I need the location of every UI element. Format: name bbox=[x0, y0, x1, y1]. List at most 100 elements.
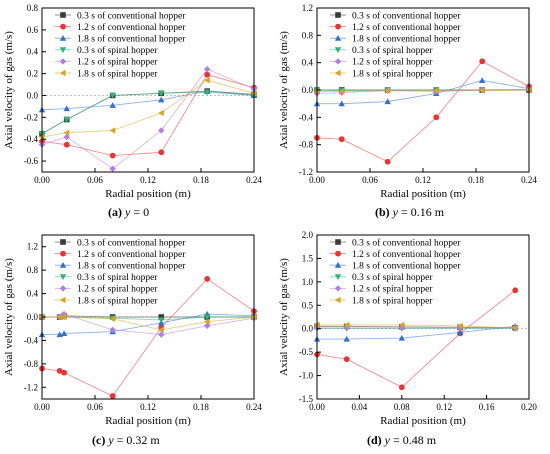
y-tick-label: -1.5 bbox=[299, 394, 314, 404]
y-tick-label: -0.5 bbox=[299, 347, 314, 357]
data-point bbox=[56, 367, 63, 374]
legend-item: 1.2 s of conventional hopper bbox=[330, 22, 461, 33]
x-axis-label: Radial position (m) bbox=[380, 188, 466, 200]
legend-item: 1.2 s of conventional hopper bbox=[330, 249, 461, 260]
data-point bbox=[398, 384, 405, 391]
x-tick-label: 0.20 bbox=[521, 402, 537, 412]
y-tick-label: 0.8 bbox=[27, 3, 39, 13]
y-tick-label: 0.4 bbox=[27, 47, 39, 57]
legend-marker bbox=[59, 58, 67, 65]
data-point bbox=[56, 313, 63, 321]
y-tick-label: 1.0 bbox=[302, 277, 314, 287]
series-conv_12 bbox=[314, 58, 532, 165]
data-point bbox=[478, 87, 485, 94]
legend-label: 1.8 s of spiral hopper bbox=[352, 68, 433, 79]
legend-item: 0.3 s of spiral hopper bbox=[55, 45, 158, 56]
legend-marker bbox=[335, 250, 341, 257]
legend-label: 1.8 s of spiral hopper bbox=[352, 295, 433, 306]
x-tick-label: 0.12 bbox=[140, 402, 156, 412]
x-axis-label: Radial position (m) bbox=[105, 415, 191, 427]
legend-marker bbox=[334, 35, 342, 41]
x-tick-label: 0.06 bbox=[87, 175, 103, 185]
y-tick-label: 1.5 bbox=[302, 253, 314, 263]
caption-variable: y bbox=[108, 433, 114, 447]
legend-label: 1.2 s of spiral hopper bbox=[77, 57, 158, 68]
data-point bbox=[63, 116, 70, 123]
data-point bbox=[343, 324, 350, 331]
data-point bbox=[158, 127, 165, 134]
legend-item: 1.2 s of spiral hopper bbox=[55, 284, 158, 295]
series-conv_18 bbox=[38, 87, 258, 113]
legend-marker bbox=[59, 35, 67, 41]
y-tick-label: -0.8 bbox=[24, 359, 39, 369]
legend-marker bbox=[335, 23, 341, 30]
legend-item: 1.2 s of spiral hopper bbox=[330, 284, 433, 295]
caption-text: = 0 bbox=[130, 205, 150, 219]
legend-item: 0.3 s of spiral hopper bbox=[330, 45, 433, 56]
x-tick-label: 0.18 bbox=[193, 175, 209, 185]
legend-item: 0.3 s of spiral hopper bbox=[330, 272, 433, 283]
caption-label: (c) bbox=[92, 433, 106, 447]
caption-a: (a) y = 0 bbox=[108, 205, 149, 220]
data-point bbox=[63, 105, 70, 112]
series-line bbox=[41, 90, 255, 135]
data-point bbox=[158, 149, 165, 156]
x-tick-label: 0.18 bbox=[468, 175, 484, 185]
data-point bbox=[158, 90, 165, 97]
data-point bbox=[512, 324, 518, 331]
caption-variable: y bbox=[392, 205, 398, 219]
legend-label: 0.3 s of spiral hopper bbox=[352, 45, 433, 56]
legend-item: 1.2 s of spiral hopper bbox=[330, 57, 433, 68]
data-point bbox=[479, 58, 486, 65]
caption-variable: y bbox=[384, 433, 390, 447]
legend-label: 1.2 s of conventional hopper bbox=[352, 249, 461, 260]
caption-label: (b) bbox=[375, 205, 390, 219]
caption-variable: y bbox=[125, 205, 131, 219]
legend-item: 1.2 s of conventional hopper bbox=[55, 22, 186, 33]
data-point bbox=[203, 66, 211, 73]
data-point bbox=[158, 317, 165, 324]
legend-item: 1.8 s of spiral hopper bbox=[330, 68, 433, 79]
legend-marker bbox=[60, 12, 66, 18]
y-tick-label: -0.4 bbox=[24, 134, 39, 144]
legend-label: 1.2 s of spiral hopper bbox=[352, 284, 433, 295]
y-tick-label: -1.2 bbox=[299, 167, 313, 177]
caption-text: = 0.16 m bbox=[398, 205, 445, 219]
legend-label: 0.3 s of spiral hopper bbox=[352, 272, 433, 283]
x-tick-label: 0.00 bbox=[309, 175, 325, 185]
legend-label: 1.8 s of conventional hopper bbox=[352, 261, 461, 272]
data-point bbox=[158, 331, 165, 338]
data-point bbox=[109, 102, 116, 108]
data-point bbox=[158, 96, 165, 103]
y-tick-label: 0.8 bbox=[27, 265, 39, 275]
legend-label: 1.8 s of conventional hopper bbox=[77, 261, 186, 272]
series-spiral_18 bbox=[313, 321, 518, 331]
data-point bbox=[478, 77, 486, 83]
y-axis-label: Axial velocity of gas (m/s) bbox=[3, 258, 15, 376]
legend-label: 0.3 s of spiral hopper bbox=[77, 272, 158, 283]
caption-label: (d) bbox=[367, 433, 382, 447]
y-tick-label: -0.8 bbox=[299, 140, 314, 150]
x-tick-label: 0.06 bbox=[87, 402, 103, 412]
data-point bbox=[398, 334, 405, 341]
legend-marker bbox=[60, 250, 66, 257]
legend-item: 1.8 s of spiral hopper bbox=[55, 295, 158, 306]
legend-item: 0.3 s of conventional hopper bbox=[55, 10, 186, 21]
series-spiral_03 bbox=[38, 89, 258, 137]
y-tick-label: 0.8 bbox=[302, 30, 314, 40]
series-conv_12 bbox=[39, 71, 257, 159]
series-line bbox=[317, 89, 530, 92]
data-point bbox=[384, 98, 391, 105]
data-point bbox=[398, 321, 405, 329]
legend-marker bbox=[335, 239, 341, 245]
x-axis-label: Radial position (m) bbox=[380, 415, 466, 427]
series-line bbox=[41, 91, 255, 135]
y-tick-label: 0.2 bbox=[27, 69, 38, 79]
legend-item: 0.3 s of conventional hopper bbox=[55, 237, 186, 248]
x-tick-label: 0.12 bbox=[436, 402, 452, 412]
y-tick-label: -0.6 bbox=[24, 156, 39, 166]
